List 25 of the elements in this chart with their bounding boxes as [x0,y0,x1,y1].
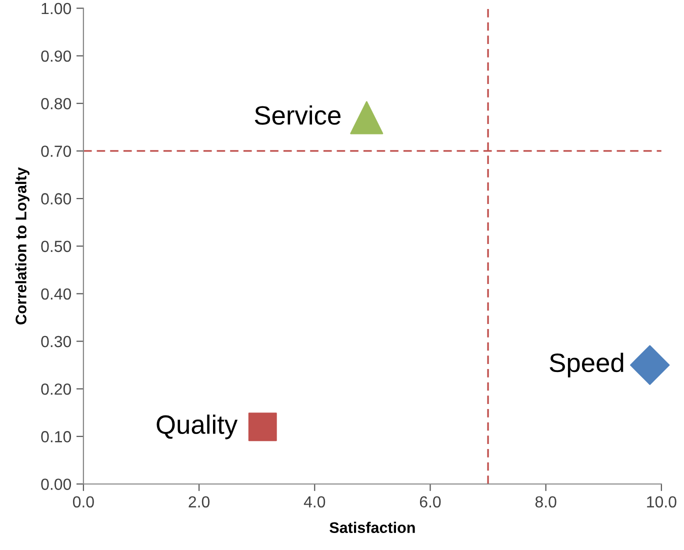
x-tick-label: 6.0 [420,496,441,508]
x-tick-label: 10.0 [647,496,676,508]
x-axis-title: Satisfaction [330,522,415,534]
series-label: Quality [156,414,238,440]
y-tick-label: 0.60 [41,193,72,204]
y-tick-label: 0.80 [41,98,72,110]
y-axis-title: Correlation to Loyalty [15,167,30,324]
y-tick-label: 0.00 [41,478,72,490]
y-tick-label: 0.30 [41,336,72,348]
point [630,345,670,385]
x-tick-label: 0.0 [72,496,94,508]
y-tick-label: 0.50 [41,240,72,252]
series-label: Speed [550,352,624,378]
x-tick-label: 4.0 [304,496,326,508]
y-tick-label: 0.70 [41,146,72,157]
y-tick-label: 0.20 [41,383,72,395]
series-label: Service [254,105,340,125]
x-tick-label: 8.0 [535,496,556,508]
point [350,101,384,134]
y-tick-label: 1.00 [42,2,72,14]
point [248,412,277,442]
y-tick-label: 0.40 [41,288,72,300]
y-tick-label: 0.90 [41,50,72,62]
y-tick-label: 0.10 [41,431,72,442]
x-tick-label: 2.0 [188,496,210,508]
